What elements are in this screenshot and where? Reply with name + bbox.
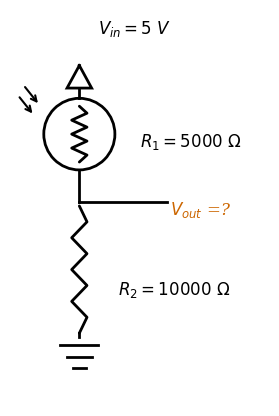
Text: $R_1 = 5000\ \Omega$: $R_1 = 5000\ \Omega$ xyxy=(140,132,241,152)
Text: $V_{out}$ =?: $V_{out}$ =? xyxy=(170,200,231,220)
Text: $V_{in} = 5\ V$: $V_{in} = 5\ V$ xyxy=(98,20,172,40)
Text: $R_2 = 10000\ \Omega$: $R_2 = 10000\ \Omega$ xyxy=(118,280,230,300)
